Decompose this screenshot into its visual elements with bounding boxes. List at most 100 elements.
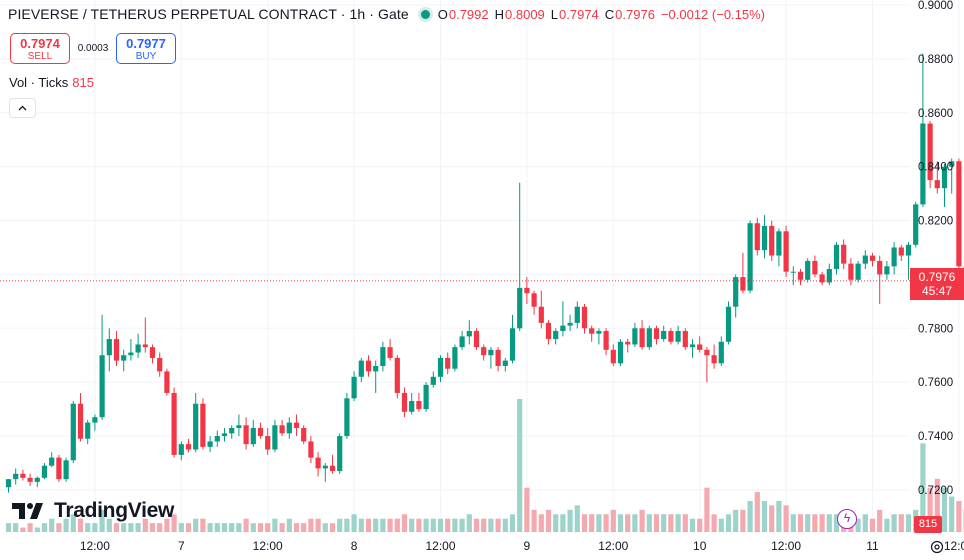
volume-bar xyxy=(545,509,552,532)
candle-body xyxy=(855,263,861,280)
price-tick-label: 0.7600 xyxy=(918,377,953,389)
volume-bar xyxy=(135,523,141,532)
candle-body xyxy=(769,225,775,256)
volume-bar xyxy=(445,518,451,532)
candle-body xyxy=(661,330,667,340)
candle-body xyxy=(797,271,804,280)
candle-body xyxy=(56,457,62,480)
candle-body xyxy=(41,465,48,478)
candle-body xyxy=(538,306,544,323)
time-tick-label: 12:00 xyxy=(425,539,455,553)
volume-bar xyxy=(236,523,242,532)
last-price-tag: 0.7976 45:47 xyxy=(910,268,964,300)
volume-bar xyxy=(560,514,566,532)
candle-body xyxy=(949,161,955,167)
candle-body xyxy=(279,425,285,434)
candle-body xyxy=(689,344,696,348)
candle-body xyxy=(308,441,314,458)
volume-bar xyxy=(502,518,508,532)
volume-bar xyxy=(704,487,710,532)
volume-bar xyxy=(329,523,336,532)
ohlc-close-label: C xyxy=(604,6,615,22)
candle-body xyxy=(913,204,919,245)
volume-bar xyxy=(351,514,357,532)
volume-bar xyxy=(5,523,12,532)
volume-bar xyxy=(495,518,501,532)
volume-bar xyxy=(934,478,940,532)
buy-label: BUY xyxy=(135,51,157,62)
ohlc-open-value: 0.7992 xyxy=(448,6,489,22)
volume-bar xyxy=(754,492,760,532)
candle-body xyxy=(351,376,357,399)
volume-bar xyxy=(819,514,825,532)
time-tick-label: 12:00 xyxy=(253,539,283,553)
candle-body xyxy=(113,339,120,361)
ohlc-open-label: O xyxy=(437,6,448,22)
volume-bar xyxy=(77,518,84,532)
price-tick-label: 0.9000 xyxy=(918,0,953,12)
candle-body xyxy=(848,263,854,280)
candle-body xyxy=(646,328,652,348)
candle-body xyxy=(149,347,156,358)
candle-body xyxy=(747,223,753,291)
volume-bar xyxy=(675,514,681,532)
tradingview-logo[interactable]: TradingView xyxy=(12,499,174,523)
collapse-legend-button[interactable] xyxy=(9,98,36,118)
candle-body xyxy=(941,166,948,189)
volume-bar xyxy=(200,518,206,532)
sell-label: SELL xyxy=(27,51,53,62)
price-tick-label: 0.7200 xyxy=(918,485,953,497)
time-tick-label: 9 xyxy=(524,539,531,553)
candle-body xyxy=(927,123,933,181)
sell-button[interactable]: 0.7974 SELL xyxy=(10,33,70,64)
volume-bar xyxy=(689,518,696,532)
candle-body xyxy=(20,473,26,478)
candle-body xyxy=(740,277,746,291)
candle-body xyxy=(776,231,782,256)
volume-bar xyxy=(668,514,674,532)
candle-body xyxy=(49,457,55,466)
candle-body xyxy=(697,344,703,350)
volume-bar xyxy=(884,518,890,532)
volume-legend[interactable]: Vol · Ticks 815 xyxy=(9,75,94,90)
candle-body xyxy=(236,425,242,428)
candle-body xyxy=(286,422,292,434)
symbol-title[interactable]: PIEVERSE / TETHERUS PERPETUAL CONTRACT ·… xyxy=(8,6,409,22)
candle-body xyxy=(459,336,465,348)
volume-bar xyxy=(301,523,307,532)
gear-icon[interactable] xyxy=(929,539,945,555)
volume-bar xyxy=(85,523,91,532)
volume-bar xyxy=(164,518,170,532)
candle-body xyxy=(869,255,876,261)
tradingview-logo-icon xyxy=(12,503,43,519)
volume-bar xyxy=(308,518,314,532)
volume-bar xyxy=(711,514,717,532)
candle-body xyxy=(63,460,69,480)
volume-bar xyxy=(805,514,811,532)
candle-body xyxy=(13,473,19,480)
candle-body xyxy=(502,360,508,367)
candle-body xyxy=(934,180,940,189)
candle-body xyxy=(27,477,33,482)
symbol-legend: PIEVERSE / TETHERUS PERPETUAL CONTRACT ·… xyxy=(8,6,771,22)
lightning-icon[interactable]: ϟ xyxy=(837,509,857,529)
candle-body xyxy=(733,277,739,307)
volume-bar xyxy=(603,514,609,532)
candle-body xyxy=(553,330,559,340)
volume-bar xyxy=(452,518,458,532)
candle-body xyxy=(142,344,148,348)
volume-bar xyxy=(625,514,631,532)
candle-body xyxy=(862,255,868,264)
time-tick-label: 12:00 xyxy=(80,539,110,553)
volume-bar xyxy=(661,514,667,532)
candle-body xyxy=(581,306,588,329)
candlesticks xyxy=(5,53,964,493)
spread-value: 0.0003 xyxy=(77,43,109,54)
volume-bar xyxy=(639,509,645,532)
candle-body xyxy=(416,401,422,410)
time-tick-label: 8 xyxy=(351,539,358,553)
volume-bar xyxy=(833,514,840,532)
buy-button[interactable]: 0.7977 BUY xyxy=(116,33,176,64)
volume-bar xyxy=(149,523,156,532)
